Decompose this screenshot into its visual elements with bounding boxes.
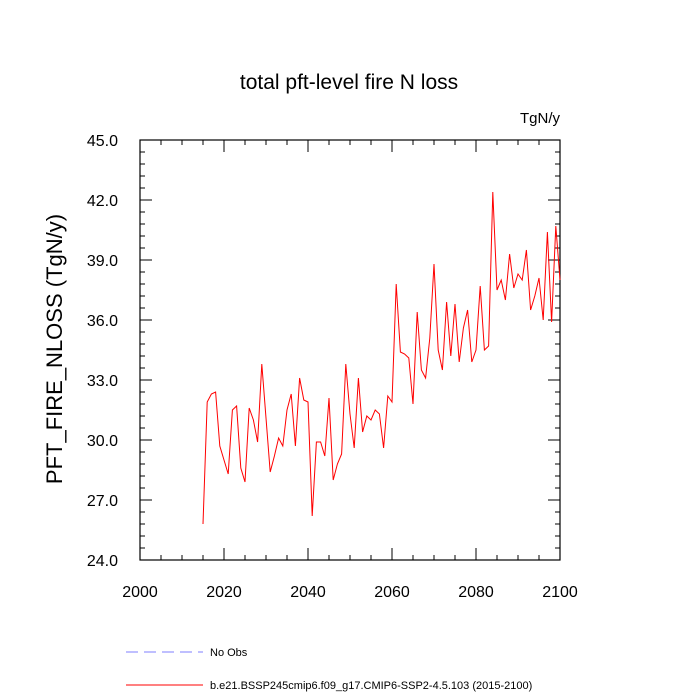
x-tick-label: 2040	[290, 584, 326, 601]
y-tick-label: 30.0	[87, 433, 118, 450]
units-label: TgN/y	[520, 110, 561, 127]
x-tick-label: 2000	[122, 584, 158, 601]
y-tick-label: 33.0	[87, 373, 118, 390]
plot-frame	[139, 139, 561, 561]
axis-ticks	[139, 139, 561, 561]
y-axis-label: PFT_FIRE_NLOSS (TgN/y)	[42, 214, 67, 484]
y-tick-label: 45.0	[87, 133, 118, 150]
x-tick-label: 2100	[542, 584, 578, 601]
x-tick-label: 2080	[458, 584, 494, 601]
chart-title: total pft-level fire N loss	[240, 71, 458, 94]
series-group	[202, 191, 561, 525]
legend-label: b.e21.BSSP245cmip6.f09_g17.CMIP6-SSP2-4.…	[210, 680, 532, 692]
axis-tick-labels: 2000 2020 2040 2060 2080 2100 24.0 27.0 30.0 33.0…	[87, 133, 578, 601]
x-tick-label: 2060	[374, 584, 410, 601]
y-tick-label: 42.0	[87, 193, 118, 210]
legend-label: No Obs	[210, 647, 248, 659]
y-tick-label: 36.0	[87, 313, 118, 330]
y-tick-label: 27.0	[87, 493, 118, 510]
x-tick-label: 2020	[206, 584, 242, 601]
y-tick-label: 24.0	[87, 553, 118, 570]
y-tick-label: 39.0	[87, 253, 118, 270]
plot-area	[139, 139, 561, 561]
series-line	[202, 191, 561, 525]
legend: No Obs b.e21.BSSP245cmip6.f09_g17.CMIP6-S…	[126, 647, 532, 692]
